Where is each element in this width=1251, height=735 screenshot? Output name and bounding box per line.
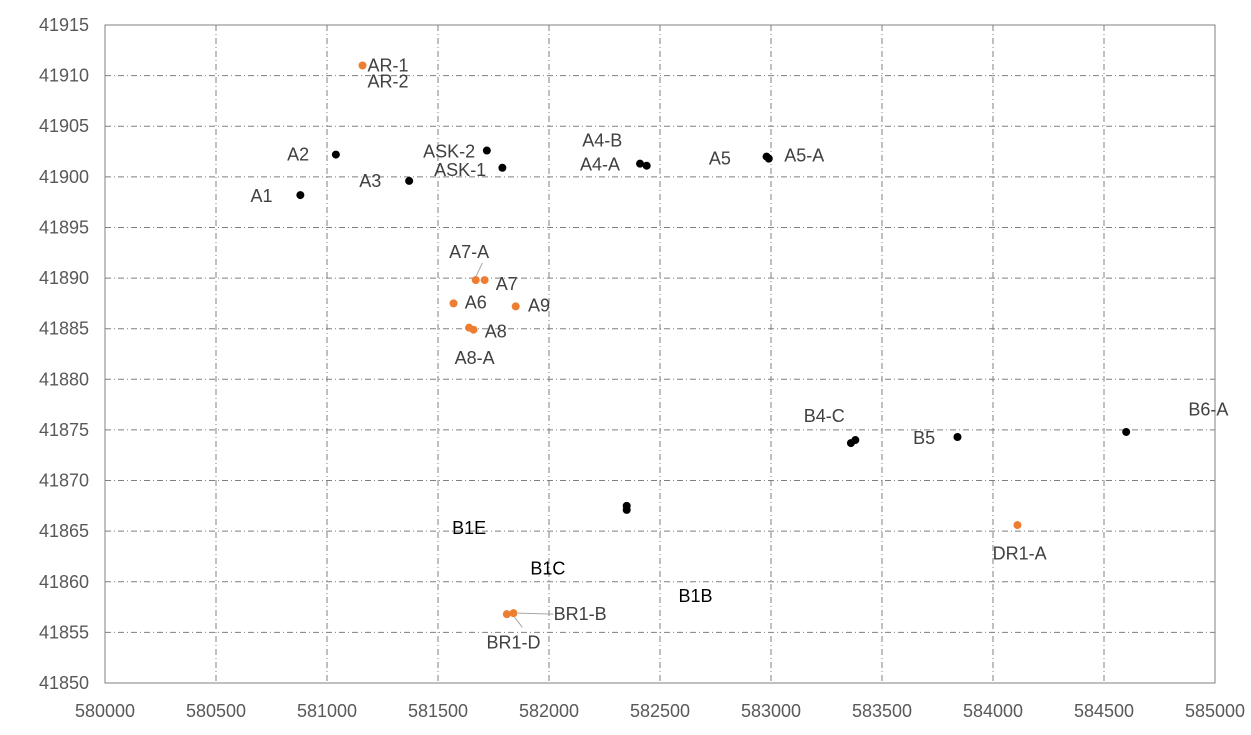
plot-frame <box>104 24 1216 684</box>
point-label: B5 <box>913 428 935 448</box>
y-tick-label: 41890 <box>39 268 89 288</box>
point-label: B6-A <box>1188 400 1228 420</box>
data-point <box>331 150 340 159</box>
y-tick-label: 41885 <box>39 319 89 339</box>
x-tick-label: 580000 <box>75 701 135 721</box>
data-point <box>511 302 520 311</box>
data-point <box>482 146 491 155</box>
x-tick-label: 583000 <box>741 701 801 721</box>
x-tick-label: 585000 <box>1185 701 1245 721</box>
leader-line <box>517 612 554 615</box>
x-tick-label: 581000 <box>297 701 357 721</box>
data-point <box>471 276 480 285</box>
data-point <box>953 433 962 442</box>
point-label: DR1-A <box>993 543 1047 563</box>
point-label: A4-B <box>582 130 622 150</box>
y-tick-label: 41915 <box>39 15 89 35</box>
point-label: BR1-B <box>554 604 607 624</box>
data-point <box>509 609 518 618</box>
data-point <box>358 61 367 70</box>
point-label: B1C <box>530 559 565 579</box>
y-tick-label: 41875 <box>39 420 89 440</box>
grid <box>105 25 1215 683</box>
point-label: A5 <box>709 149 731 169</box>
x-tick-label: 581500 <box>408 701 468 721</box>
data-point <box>498 163 507 172</box>
x-tick-label: 584000 <box>963 701 1023 721</box>
data-point <box>449 299 458 308</box>
point-label: B1B <box>679 586 713 606</box>
y-tick-label: 41850 <box>39 673 89 693</box>
tick-labels: 580000 580500 581000 581500 582000 582500 5830… <box>39 15 1245 721</box>
point-label: A1 <box>250 186 272 206</box>
y-tick-label: 41910 <box>39 66 89 86</box>
x-tick-label: 583500 <box>852 701 912 721</box>
y-tick-label: 41870 <box>39 471 89 491</box>
data-point <box>636 159 645 168</box>
y-tick-label: 41880 <box>39 369 89 389</box>
data-point <box>480 276 489 285</box>
data-point <box>1013 521 1022 530</box>
y-tick-label: 41865 <box>39 521 89 541</box>
data-point <box>622 505 631 514</box>
data-points <box>296 61 1131 619</box>
point-label: BR1-D <box>486 633 540 653</box>
leader-line <box>514 616 523 628</box>
leader-line <box>475 262 483 278</box>
y-tick-label: 41855 <box>39 622 89 642</box>
point-label: A7 <box>496 274 518 294</box>
leader-lines <box>475 262 554 628</box>
point-label: AR-2 <box>368 72 409 92</box>
axes <box>104 24 1216 684</box>
point-label: A2 <box>287 145 309 165</box>
data-point <box>851 436 860 445</box>
y-tick-label: 41860 <box>39 572 89 592</box>
x-tick-label: 584500 <box>1074 701 1134 721</box>
y-tick-label: 41895 <box>39 217 89 237</box>
data-point <box>764 154 773 163</box>
point-label: ASK-1 <box>434 160 486 180</box>
point-label: A8-A <box>455 348 495 368</box>
point-label: A9 <box>528 295 550 315</box>
data-point <box>642 161 651 170</box>
x-tick-label: 582500 <box>630 701 690 721</box>
data-point <box>502 610 511 619</box>
data-point <box>1122 427 1131 436</box>
data-point <box>296 191 305 200</box>
point-label: B1E <box>452 518 486 538</box>
point-label: B4-C <box>804 406 845 426</box>
y-tick-label: 41905 <box>39 116 89 136</box>
point-label: A3 <box>359 171 381 191</box>
point-label: A8 <box>485 322 507 342</box>
point-label: A6 <box>465 292 487 312</box>
point-label: A5-A <box>784 146 824 166</box>
x-tick-label: 582000 <box>519 701 579 721</box>
y-tick-label: 41900 <box>39 167 89 187</box>
data-point <box>405 176 414 185</box>
x-tick-label: 580500 <box>186 701 246 721</box>
point-label: A4-A <box>580 155 620 175</box>
point-label: AR-1 <box>368 55 409 75</box>
data-point <box>469 325 478 334</box>
point-label: A7-A <box>449 242 489 262</box>
point-label: ASK-2 <box>423 142 475 162</box>
